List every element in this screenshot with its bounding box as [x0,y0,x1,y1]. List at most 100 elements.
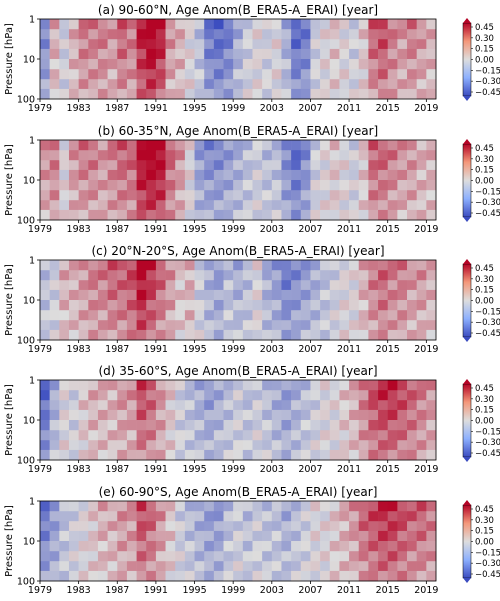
heatmap-cell [59,160,70,171]
heatmap-cell [165,209,176,221]
heatmap-cell [78,79,89,90]
heatmap-cell [407,501,417,512]
heatmap-cell [339,150,350,161]
heatmap-cell [107,160,118,171]
heatmap-cell [213,570,224,582]
heatmap-cell [426,88,437,100]
heatmap-cell [339,29,350,40]
heatmap-cell [271,29,282,40]
heatmap-cell [320,260,331,271]
heatmap-cell [68,69,79,80]
heatmap-cell [107,169,118,181]
heatmap-cell [281,160,292,171]
heatmap-cell [426,19,437,30]
heatmap-cell [407,551,417,562]
heatmap-cell [155,140,166,151]
heatmap-cell [146,29,157,40]
heatmap-cell [262,530,273,542]
colorbar-tick-label: 0.00 [475,417,494,427]
heatmap-cell [194,449,205,461]
heatmap-cell [262,289,273,301]
heatmap-cell [320,289,331,301]
heatmap-cell [194,260,205,271]
heatmap-cell [165,140,176,151]
heatmap-cell [368,521,379,532]
heatmap-cell [49,440,60,451]
heatmap-cell [300,19,311,30]
heatmap-cell [407,390,417,401]
heatmap-cell [165,69,176,80]
heatmap-cell [262,430,273,441]
heatmap-cell [88,29,99,40]
heatmap-cell [146,380,157,391]
heatmap-cell [175,69,186,80]
heatmap-cell [368,280,379,291]
heatmap-cell [387,300,398,311]
heatmap-cell [97,200,108,211]
heatmap-cell [59,310,70,321]
heatmap-cell [310,88,321,100]
heatmap-cell [242,430,253,441]
x-tick-label: 1995 [182,224,206,235]
heatmap-cell [40,409,50,421]
heatmap-cell [378,260,389,271]
heatmap-cell [78,300,89,311]
heatmap-cell [194,430,205,441]
heatmap-cell [339,561,350,572]
heatmap-cell [291,430,302,441]
heatmap-cell [194,289,205,301]
heatmap-cell [262,329,273,341]
heatmap-cell [68,289,79,301]
heatmap-cell [291,79,302,90]
heatmap-cell [271,260,282,271]
heatmap-cell [59,19,70,30]
heatmap-cell [329,140,340,151]
x-tick-label: 2003 [260,344,284,355]
heatmap-cell [97,209,108,221]
x-tick-label: 1995 [182,464,206,475]
heatmap-cell [407,570,417,582]
heatmap-cell [59,380,70,391]
heatmap-cell [107,280,118,291]
heatmap-cell [223,209,234,221]
heatmap-cell [233,59,244,70]
heatmap-cell [271,180,282,191]
colorbar-tick-label: 0.45 [475,264,494,274]
heatmap-cell [97,19,108,30]
heatmap-cell [349,329,360,341]
heatmap-cell [204,430,215,441]
heatmap-cell [310,420,321,431]
colorbar-tick-label: 0.45 [475,144,494,154]
heatmap-cell [107,380,118,391]
heatmap-cell [407,440,417,451]
heatmap-cell [155,310,166,321]
heatmap-cell [107,409,118,421]
heatmap-cell [291,420,302,431]
heatmap-cell [358,329,369,341]
heatmap-cell [88,59,99,70]
heatmap-cell [387,190,398,201]
heatmap-cell [368,329,379,341]
heatmap-cell [184,440,195,451]
heatmap-cell [310,150,321,161]
heatmap-cell [349,320,360,331]
heatmap-cell [310,390,321,401]
heatmap-cell [291,270,302,281]
heatmap-cell [107,400,118,411]
panel-title: (c) 20°N-20°S, Age Anom(B_ERA5-A_ERAI) [… [91,244,384,258]
heatmap-cell [146,79,157,90]
heatmap-cell [194,440,205,451]
heatmap-cell [97,329,108,341]
heatmap-cell [368,430,379,441]
heatmap-cell [155,440,166,451]
heatmap-cell [339,551,350,562]
heatmap-cell [40,150,50,161]
heatmap-cell [59,449,70,461]
heatmap-cell [88,561,99,572]
heatmap-cell [242,409,253,421]
heatmap-cell [262,521,273,532]
heatmap-cell [59,140,70,151]
heatmap-cell [59,440,70,451]
heatmap-cell [339,289,350,301]
x-tick-label: 2011 [337,464,361,475]
